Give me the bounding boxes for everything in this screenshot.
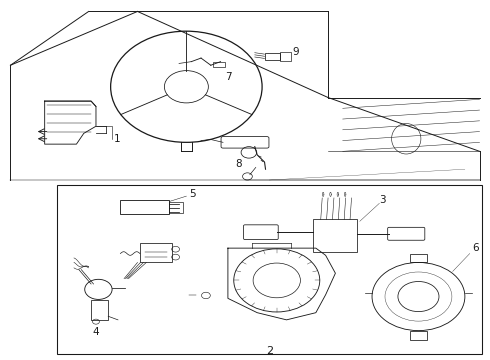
Text: 5: 5 — [189, 189, 196, 199]
Text: 7: 7 — [225, 72, 232, 82]
Bar — [169, 202, 183, 213]
Text: 9: 9 — [293, 47, 299, 57]
Bar — [121, 201, 169, 214]
Bar — [140, 243, 172, 262]
Bar — [265, 53, 280, 60]
Bar — [91, 300, 108, 320]
Text: 3: 3 — [379, 195, 386, 205]
Bar — [314, 220, 357, 252]
Text: 4: 4 — [93, 327, 99, 337]
Bar — [410, 253, 427, 262]
Bar — [280, 52, 291, 60]
Text: 1: 1 — [114, 134, 121, 144]
Text: 2: 2 — [266, 346, 273, 356]
Text: 8: 8 — [235, 159, 242, 169]
Bar — [57, 185, 482, 354]
Bar — [213, 62, 225, 67]
Bar — [410, 330, 427, 339]
Text: 6: 6 — [472, 243, 479, 253]
